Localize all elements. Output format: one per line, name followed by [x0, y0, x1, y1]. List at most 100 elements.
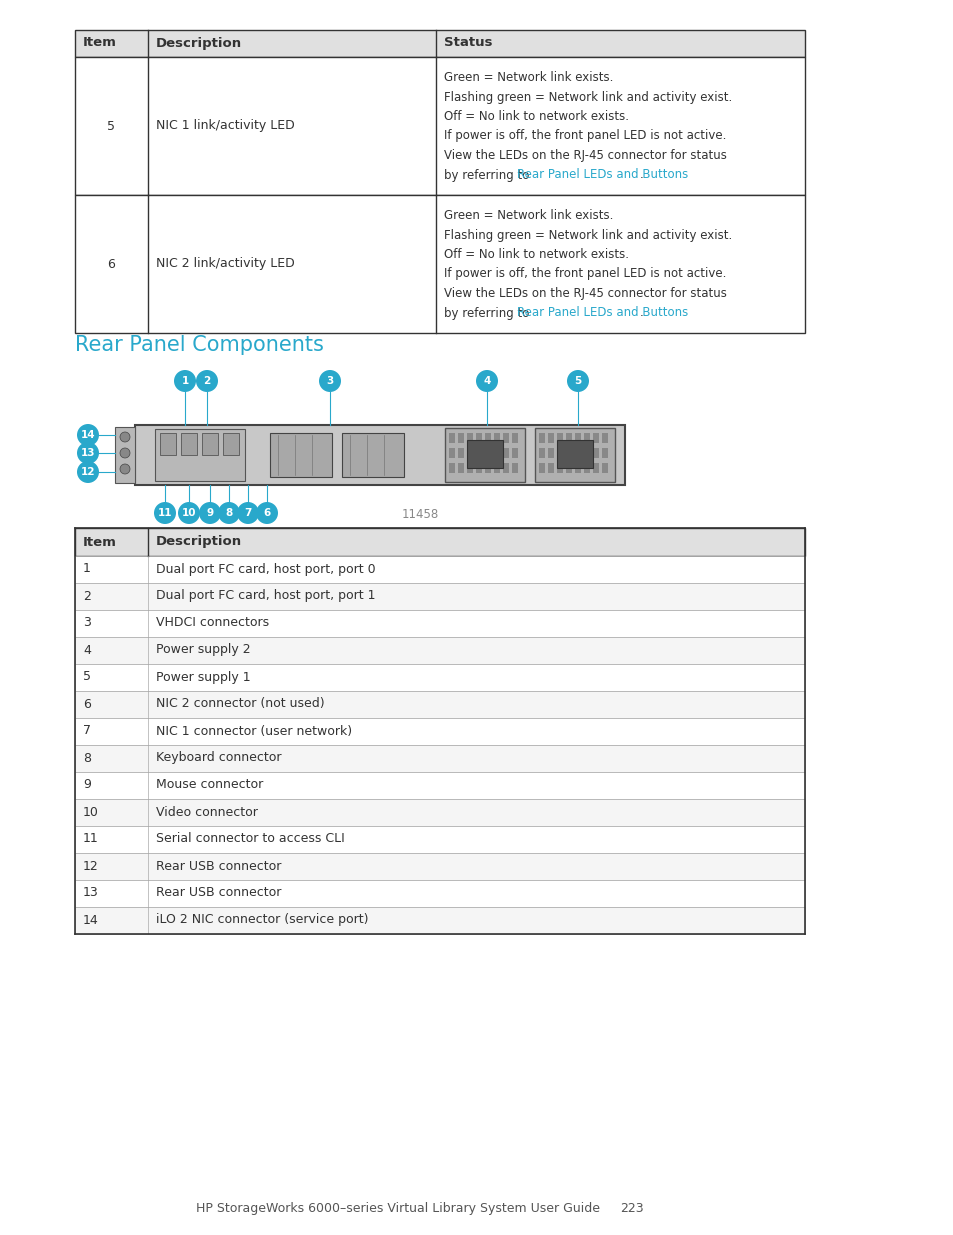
- Text: NIC 1 connector (user network): NIC 1 connector (user network): [156, 725, 352, 737]
- Circle shape: [77, 442, 99, 464]
- Bar: [547, 463, 554, 473]
- Bar: [135, 425, 624, 485]
- Text: 3: 3: [83, 616, 91, 630]
- Text: Green = Network link exists.: Green = Network link exists.: [443, 70, 613, 84]
- Bar: [494, 463, 499, 473]
- Circle shape: [566, 370, 588, 391]
- Text: VHDCI connectors: VHDCI connectors: [156, 616, 269, 630]
- Bar: [565, 463, 572, 473]
- Text: 10: 10: [83, 805, 99, 819]
- Bar: [547, 433, 554, 443]
- Bar: [75, 664, 804, 692]
- Text: Green = Network link exists.: Green = Network link exists.: [443, 209, 613, 222]
- Bar: [449, 433, 455, 443]
- Text: Item: Item: [83, 536, 117, 548]
- Text: 12: 12: [83, 860, 99, 872]
- Text: View the LEDs on the RJ-45 connector for status: View the LEDs on the RJ-45 connector for…: [443, 149, 726, 162]
- Bar: [467, 433, 473, 443]
- Bar: [160, 433, 175, 454]
- Text: Rear Panel LEDs and Buttons: Rear Panel LEDs and Buttons: [517, 168, 687, 182]
- Text: View the LEDs on the RJ-45 connector for status: View the LEDs on the RJ-45 connector for…: [443, 287, 726, 300]
- Text: 14: 14: [83, 914, 99, 926]
- Bar: [502, 433, 509, 443]
- Text: Off = No link to network exists.: Off = No link to network exists.: [443, 110, 628, 124]
- Text: Rear Panel LEDs and Buttons: Rear Panel LEDs and Buttons: [517, 306, 687, 320]
- Bar: [341, 433, 403, 477]
- Bar: [575, 433, 580, 443]
- Text: 4: 4: [83, 643, 91, 657]
- Text: Keyboard connector: Keyboard connector: [156, 752, 281, 764]
- Bar: [457, 433, 463, 443]
- Bar: [565, 433, 572, 443]
- Bar: [512, 433, 517, 443]
- Text: If power is off, the front panel LED is not active.: If power is off, the front panel LED is …: [443, 130, 725, 142]
- Bar: [538, 433, 544, 443]
- Bar: [75, 692, 804, 718]
- Bar: [538, 463, 544, 473]
- Circle shape: [173, 370, 195, 391]
- Bar: [535, 429, 615, 482]
- Bar: [593, 463, 598, 473]
- Circle shape: [120, 448, 130, 458]
- Text: 13: 13: [81, 448, 95, 458]
- Circle shape: [153, 501, 175, 524]
- Text: 2: 2: [203, 375, 211, 387]
- Circle shape: [120, 432, 130, 442]
- Text: Dual port FC card, host port, port 1: Dual port FC card, host port, port 1: [156, 589, 375, 603]
- Text: NIC 2 connector (not used): NIC 2 connector (not used): [156, 698, 324, 710]
- Text: Description: Description: [156, 536, 242, 548]
- Bar: [75, 799, 804, 826]
- Text: 9: 9: [83, 778, 91, 792]
- Bar: [449, 463, 455, 473]
- Text: Power supply 2: Power supply 2: [156, 643, 251, 657]
- Text: Serial connector to access CLI: Serial connector to access CLI: [156, 832, 344, 846]
- Bar: [75, 30, 804, 57]
- Text: 8: 8: [83, 752, 91, 764]
- Circle shape: [318, 370, 340, 391]
- Text: .: .: [639, 306, 642, 320]
- Circle shape: [120, 464, 130, 474]
- Bar: [75, 195, 804, 333]
- Bar: [467, 440, 502, 468]
- Text: by referring to: by referring to: [443, 168, 533, 182]
- Text: Item: Item: [83, 37, 117, 49]
- Bar: [512, 448, 517, 458]
- Text: NIC 2 link/activity LED: NIC 2 link/activity LED: [156, 258, 294, 270]
- Bar: [75, 772, 804, 799]
- Circle shape: [476, 370, 497, 391]
- Text: Flashing green = Network link and activity exist.: Flashing green = Network link and activi…: [443, 228, 732, 242]
- Text: HP StorageWorks 6000–series Virtual Library System User Guide: HP StorageWorks 6000–series Virtual Libr…: [195, 1202, 599, 1215]
- Bar: [270, 433, 332, 477]
- Bar: [502, 463, 509, 473]
- Circle shape: [195, 370, 218, 391]
- Text: Description: Description: [156, 37, 242, 49]
- Bar: [601, 463, 607, 473]
- Bar: [75, 583, 804, 610]
- Text: 10: 10: [182, 508, 196, 517]
- Bar: [202, 433, 218, 454]
- Circle shape: [236, 501, 258, 524]
- Bar: [583, 463, 589, 473]
- Bar: [444, 429, 524, 482]
- Bar: [449, 448, 455, 458]
- Text: 6: 6: [263, 508, 271, 517]
- Bar: [457, 463, 463, 473]
- Text: iLO 2 NIC connector (service port): iLO 2 NIC connector (service port): [156, 914, 368, 926]
- Text: by referring to: by referring to: [443, 306, 533, 320]
- Bar: [115, 427, 135, 483]
- Text: 6: 6: [107, 258, 114, 270]
- Bar: [75, 718, 804, 745]
- Text: 5: 5: [574, 375, 581, 387]
- Text: Rear USB connector: Rear USB connector: [156, 887, 281, 899]
- Bar: [512, 463, 517, 473]
- Text: Rear Panel Components: Rear Panel Components: [75, 335, 323, 354]
- Text: 4: 4: [483, 375, 490, 387]
- Text: Status: Status: [443, 37, 492, 49]
- Bar: [494, 448, 499, 458]
- Text: Power supply 1: Power supply 1: [156, 671, 251, 683]
- Bar: [583, 448, 589, 458]
- Text: 9: 9: [206, 508, 213, 517]
- Bar: [75, 853, 804, 881]
- Bar: [593, 433, 598, 443]
- Bar: [557, 433, 562, 443]
